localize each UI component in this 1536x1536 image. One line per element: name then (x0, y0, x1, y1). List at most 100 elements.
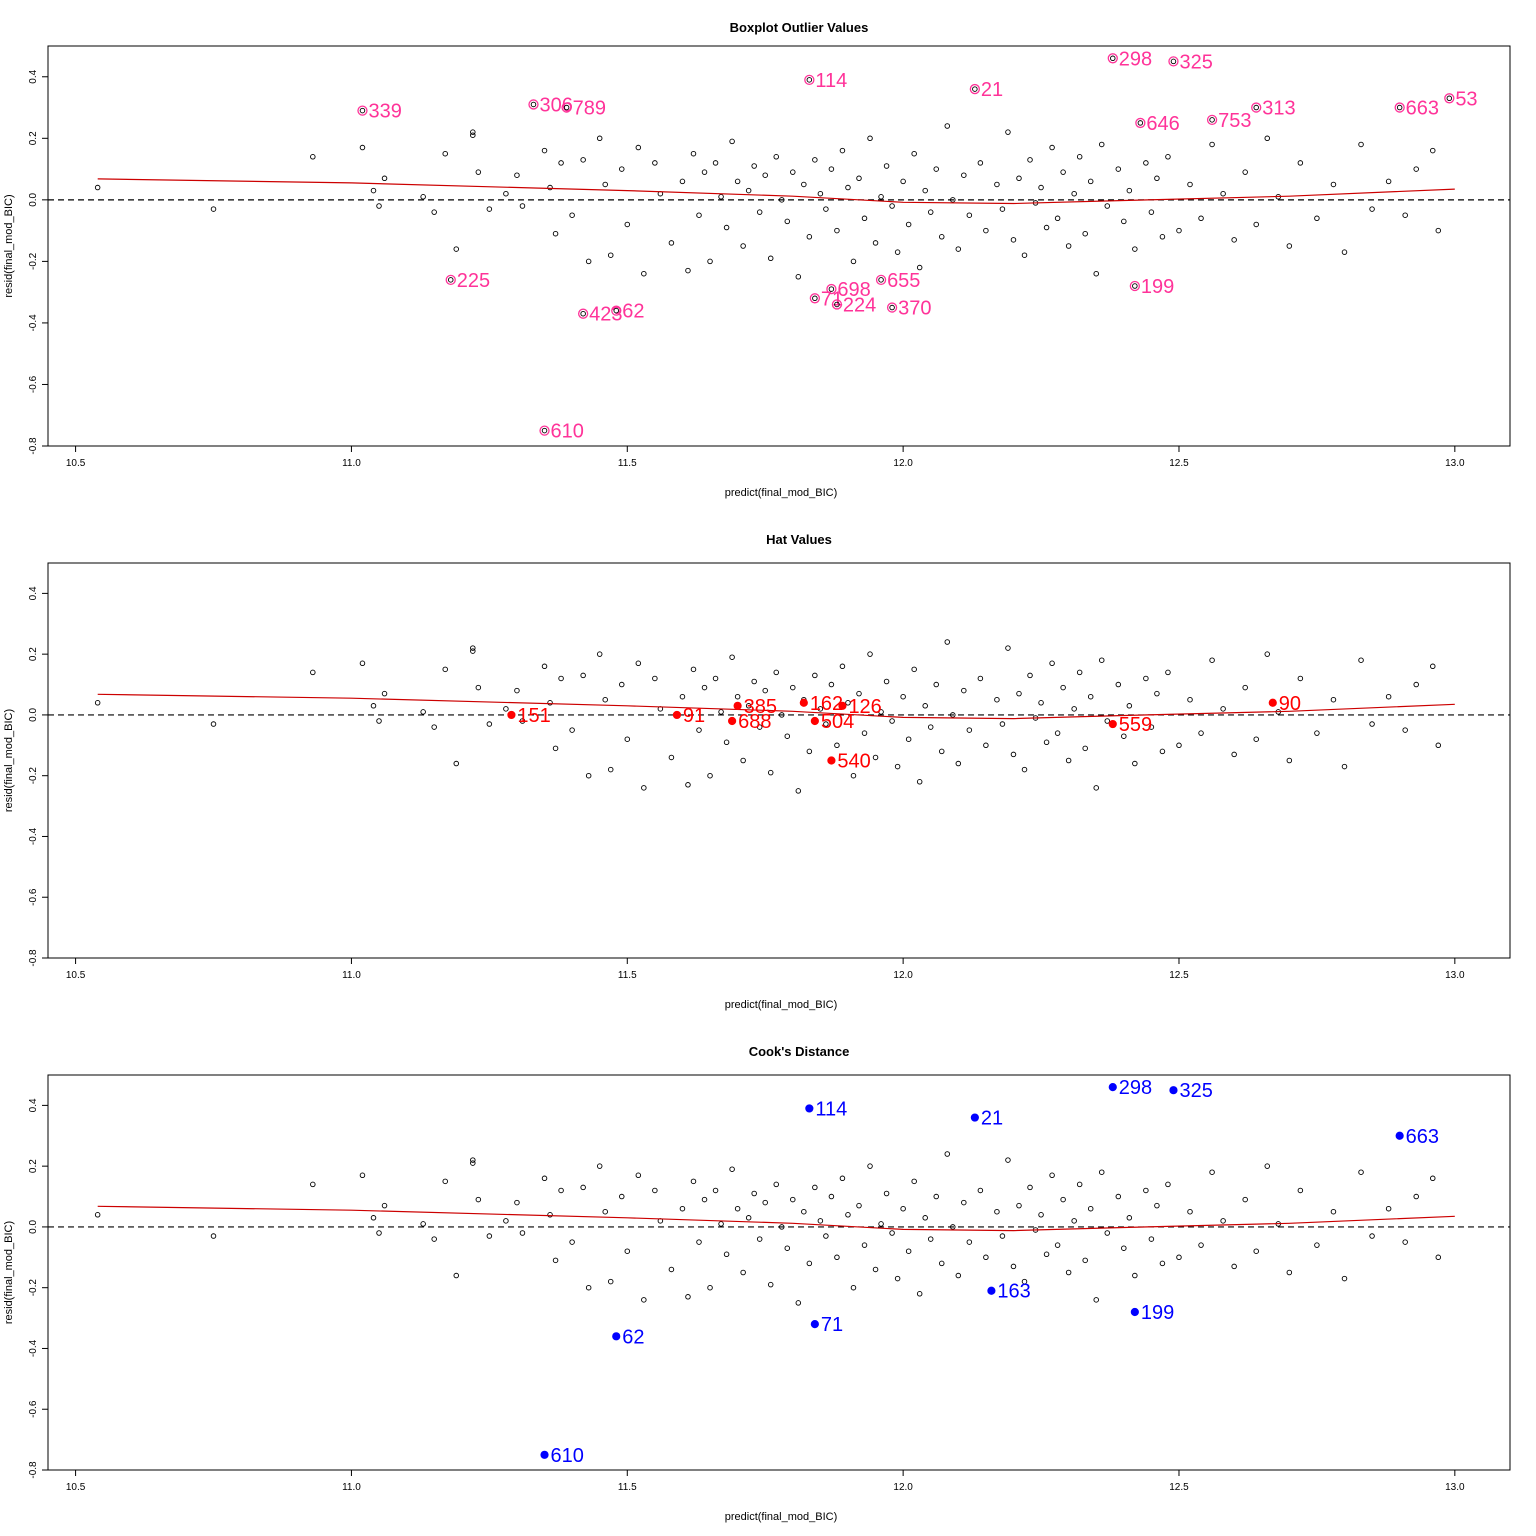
residual-point (1430, 147, 1436, 154)
residual-point (376, 203, 382, 209)
residual-point (950, 1224, 956, 1230)
point-label: 610 (551, 1445, 584, 1467)
y-axis-title: resid(final_mod_BIC) (3, 194, 15, 297)
point-label: 325 (1179, 1080, 1212, 1102)
residual-point (861, 1242, 868, 1248)
residual-point (867, 651, 873, 657)
residual-point (602, 1208, 608, 1215)
residual-point (845, 700, 851, 706)
point-label: 789 (573, 98, 606, 120)
residual-point (1435, 742, 1442, 749)
residual-point (1126, 1215, 1133, 1221)
outlier-point (1110, 55, 1116, 62)
residual-point (1165, 1181, 1171, 1188)
x-axis-title: predict(final_mod_BIC) (725, 999, 838, 1011)
residual-point (701, 684, 708, 691)
outlier-point (972, 86, 978, 92)
y-tick-label: -0.6 (28, 1400, 39, 1418)
residual-point (773, 669, 779, 676)
highlighted-point (507, 710, 516, 720)
residual-point (812, 1184, 818, 1191)
residual-point (503, 706, 509, 712)
y-tick-label: -0.6 (28, 888, 39, 906)
y-tick-label: -0.8 (28, 437, 39, 455)
residual-point (1165, 669, 1171, 676)
residual-point (1198, 1242, 1204, 1248)
residual-point (442, 1178, 448, 1185)
residual-point (1005, 645, 1011, 651)
residual-point (933, 681, 939, 688)
residual-point (784, 733, 791, 739)
residual-point (1159, 748, 1166, 755)
residual-point (690, 666, 697, 673)
x-tick-label: 13.0 (1445, 970, 1465, 981)
outlier-point (1396, 104, 1403, 111)
residual-point (1253, 1248, 1259, 1254)
y-tick-label: -0.2 (28, 252, 39, 270)
residual-point (1054, 215, 1061, 222)
residual-point (812, 672, 818, 679)
outlier-ring (809, 293, 821, 304)
residual-point (872, 754, 879, 761)
residual-point (1435, 1254, 1442, 1261)
residual-point (1314, 215, 1320, 222)
residual-point (756, 209, 763, 215)
y-tick-label: -0.4 (28, 1339, 39, 1357)
residual-point (723, 224, 730, 231)
residual-point (828, 681, 835, 688)
residual-point (541, 147, 548, 154)
residual-point (1165, 154, 1171, 160)
residual-point (767, 1281, 774, 1288)
residual-point (1187, 1208, 1193, 1215)
residual-point (381, 175, 388, 182)
residual-point (961, 172, 967, 178)
plot-frame (47, 562, 1511, 959)
residual-point (310, 669, 316, 676)
residual-point (624, 736, 631, 742)
plot-frame (47, 1074, 1511, 1471)
residual-point (1060, 684, 1066, 691)
residual-point (1065, 243, 1072, 249)
point-label: 504 (821, 711, 854, 733)
highlighted-point (838, 701, 847, 710)
residual-point (806, 234, 813, 240)
outlier-ring (1135, 117, 1146, 129)
highlighted-point (805, 1104, 814, 1113)
residual-point (856, 1202, 862, 1209)
residual-point (580, 672, 586, 679)
point-label: 162 (810, 693, 843, 715)
residual-point (585, 772, 592, 779)
panel-title: Hat Values (766, 532, 832, 547)
outlier-point (834, 301, 840, 308)
residual-point (718, 1221, 724, 1227)
boxplot-outlier-panel: Boxplot Outlier Values 10.5 11.0 11.5 12.0 12… (3, 20, 1511, 499)
point-label: 610 (551, 421, 584, 443)
residual-point (1060, 1196, 1066, 1203)
residual-point (767, 769, 774, 776)
residual-point (779, 712, 785, 718)
residual-point (1027, 1184, 1033, 1191)
residual-point (635, 144, 642, 151)
residual-point (641, 785, 647, 791)
residual-point (839, 663, 846, 670)
residual-point (856, 690, 862, 697)
residual-point (762, 172, 768, 178)
residual-point (762, 1199, 768, 1206)
residual-point (1176, 227, 1182, 234)
residual-point (817, 190, 824, 197)
residual-point (1060, 169, 1066, 175)
outlier-point (613, 307, 619, 314)
point-label: 224 (843, 294, 876, 316)
residual-point (514, 687, 520, 694)
residual-point (1209, 1169, 1215, 1175)
residual-point (1430, 1175, 1436, 1182)
residual-point (839, 147, 846, 154)
residual-point (519, 718, 526, 724)
residual-point (547, 184, 553, 191)
x-tick-label: 12.0 (893, 970, 913, 981)
residual-point (1098, 141, 1105, 148)
residual-point (734, 693, 741, 700)
x-tick-label: 11.5 (618, 458, 637, 469)
residual-point (784, 1245, 791, 1251)
residual-point (470, 1157, 476, 1163)
